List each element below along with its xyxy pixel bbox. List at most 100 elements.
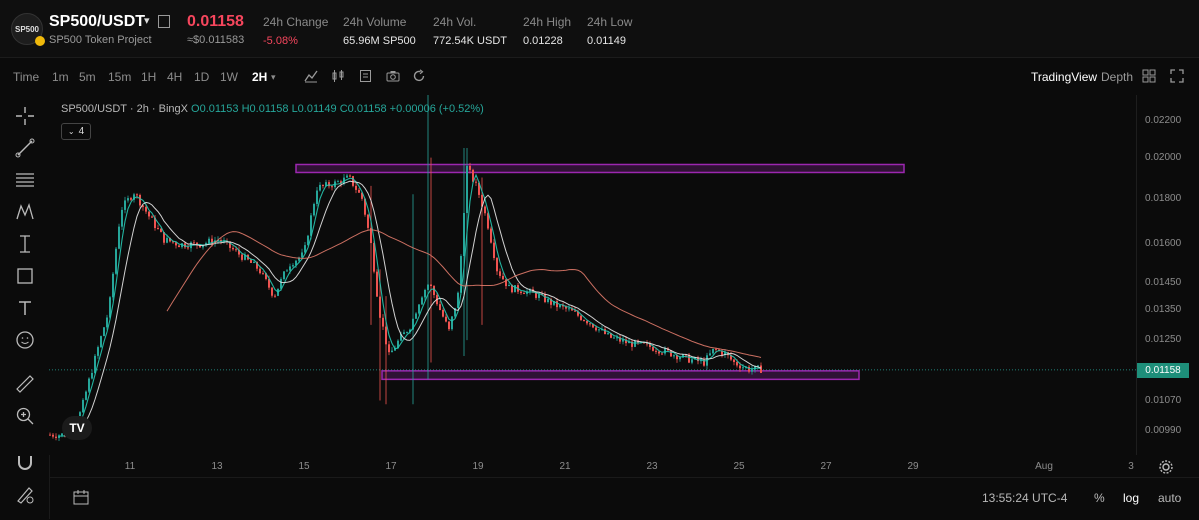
- indicators-toggle[interactable]: ⌄ 4: [61, 123, 91, 140]
- layout-grid-icon[interactable]: [1142, 69, 1156, 83]
- time-tick: 29: [907, 461, 919, 472]
- candle-body: [478, 182, 480, 195]
- candle-body: [130, 198, 132, 200]
- indicators-icon[interactable]: [304, 69, 318, 83]
- candle-body: [157, 228, 159, 230]
- draw-lock-icon[interactable]: [14, 483, 36, 505]
- tf-1d[interactable]: 1D: [194, 70, 210, 84]
- ma-slow-line: [166, 229, 762, 358]
- fib-retracement-icon[interactable]: [14, 169, 36, 191]
- zoom-in-icon[interactable]: [14, 405, 36, 427]
- price-tick: 0.01450: [1145, 276, 1182, 288]
- candle-body: [475, 181, 477, 183]
- candle-body: [298, 257, 300, 261]
- tradingview-logo[interactable]: TV: [62, 416, 92, 440]
- price-axis[interactable]: 0.02200 0.02000 0.01800 0.01600 0.01450 0.013…: [1136, 95, 1199, 455]
- chevron-down-icon[interactable]: ▾: [144, 15, 150, 27]
- candle-body: [52, 434, 54, 437]
- tab-tradingview[interactable]: TradingView: [1031, 70, 1098, 84]
- project-name: SP500 Token Project: [49, 34, 152, 46]
- candle-body: [493, 242, 495, 258]
- trend-line-icon[interactable]: [14, 137, 36, 159]
- time-axis[interactable]: 11 13 15 17 19 21 23 25 27 29 Aug 3: [49, 455, 1136, 477]
- stat-24h-vol: 24h Vol. 772.54K USDT: [433, 15, 507, 47]
- crosshair-icon[interactable]: [14, 105, 36, 127]
- pair-name[interactable]: SP500/USDT: [49, 13, 146, 30]
- auto-toggle[interactable]: auto: [1158, 491, 1182, 505]
- last-price: 0.01158: [187, 13, 244, 30]
- magnet-icon[interactable]: [14, 451, 36, 473]
- candle-type-icon[interactable]: [331, 69, 345, 83]
- candle-body: [454, 307, 456, 317]
- candle-body: [163, 232, 165, 243]
- pattern-icon[interactable]: [14, 201, 36, 223]
- time-tick: 15: [298, 461, 310, 472]
- price-tick: 0.01800: [1145, 192, 1182, 204]
- support-zone[interactable]: [381, 370, 860, 381]
- percent-toggle[interactable]: %: [1094, 491, 1105, 505]
- tf-1w[interactable]: 1W: [220, 70, 238, 84]
- candle-body: [346, 175, 348, 178]
- template-icon[interactable]: [359, 69, 373, 83]
- candle-body: [688, 354, 690, 363]
- candle-body: [625, 339, 627, 344]
- tf-2h[interactable]: 2H: [252, 70, 268, 84]
- candle-body: [49, 434, 51, 436]
- price-tick: 0.01600: [1145, 238, 1182, 250]
- settings-gear-icon[interactable]: [1158, 459, 1174, 475]
- legend-open: O0.01153: [191, 103, 239, 115]
- fullscreen-icon[interactable]: [1170, 69, 1184, 83]
- book-icon[interactable]: [158, 15, 170, 28]
- tf-1m[interactable]: 1m: [52, 70, 69, 84]
- candle-body: [169, 237, 171, 242]
- chart-canvas[interactable]: [49, 95, 1136, 455]
- calendar-range-icon[interactable]: [72, 488, 90, 506]
- candle-body: [400, 334, 402, 341]
- tf-4h[interactable]: 4H: [167, 70, 183, 84]
- log-toggle[interactable]: log: [1123, 491, 1140, 505]
- reset-icon[interactable]: [412, 69, 426, 83]
- candle-body: [715, 348, 717, 350]
- candle-body: [82, 399, 84, 413]
- tf-time[interactable]: Time: [13, 70, 40, 84]
- candle-body: [175, 242, 177, 246]
- tf-5m[interactable]: 5m: [79, 70, 96, 84]
- tf-1h[interactable]: 1H: [141, 70, 157, 84]
- candle-body: [649, 343, 651, 347]
- candle-body: [256, 261, 258, 269]
- candle-body: [127, 198, 129, 201]
- price-chart[interactable]: [49, 95, 1136, 455]
- time-tick: 17: [385, 461, 397, 472]
- candle-body: [115, 248, 117, 274]
- candle-body: [241, 254, 243, 260]
- candle-body: [385, 326, 387, 345]
- candle-body: [619, 337, 621, 342]
- candle-body: [325, 182, 327, 186]
- candle-body: [505, 279, 507, 287]
- candle-body: [631, 341, 633, 347]
- candle-body: [100, 336, 102, 348]
- camera-icon[interactable]: [386, 69, 400, 83]
- candle-body: [307, 235, 309, 246]
- tab-depth[interactable]: Depth: [1101, 70, 1134, 84]
- candle-body: [145, 206, 147, 212]
- emoji-icon[interactable]: [14, 329, 36, 351]
- tf-15m[interactable]: 15m: [108, 70, 132, 84]
- chevron-down-icon[interactable]: ▾: [271, 72, 276, 82]
- ruler-icon[interactable]: [14, 373, 36, 395]
- text-icon[interactable]: [14, 297, 36, 319]
- ma-mid-line: [73, 180, 762, 436]
- clock-time[interactable]: 13:55:24 UTC-4: [982, 491, 1068, 505]
- candle-body: [433, 286, 435, 296]
- shapes-icon[interactable]: [14, 265, 36, 287]
- candle-body: [220, 240, 222, 242]
- candle-body: [700, 359, 702, 362]
- token-logo: SP500: [11, 13, 45, 46]
- resistance-zone[interactable]: [295, 163, 905, 174]
- projection-icon[interactable]: [14, 233, 36, 255]
- price-tick: 0.01070: [1145, 394, 1182, 406]
- candle-body: [535, 292, 537, 298]
- candle-body: [166, 237, 168, 243]
- stat-label: 24h Vol.: [433, 15, 477, 29]
- candle-body: [502, 275, 504, 280]
